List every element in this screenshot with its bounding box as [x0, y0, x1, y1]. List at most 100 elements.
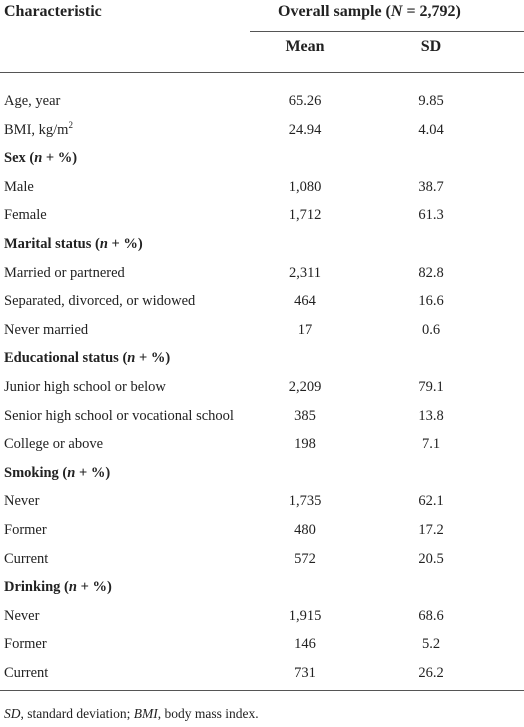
sd-cell: 5.2 — [421, 636, 441, 653]
label-text: Married or partnered — [4, 264, 125, 281]
label-text: Age, year — [4, 93, 61, 109]
row-label: College or above — [4, 435, 103, 453]
section-label: Educational status (n + %) — [4, 349, 170, 367]
sd-cell: 9.85 — [418, 93, 444, 109]
sd-cell: 68.6 — [418, 607, 444, 624]
section-label: Marital status (n + %) — [4, 235, 143, 253]
group-rule — [250, 31, 524, 32]
sd-cell: 38.7 — [418, 178, 444, 195]
column-header: Mean — [285, 38, 325, 55]
text-part: Overall sample ( — [278, 3, 391, 20]
bottom-rule — [0, 690, 524, 691]
mean-cell: 65.26 — [288, 93, 322, 109]
text-part: Smoking ( — [4, 464, 68, 481]
label-text: Male — [4, 178, 34, 195]
sd-cell: 26.2 — [418, 665, 444, 681]
section-label: Drinking (n + %) — [4, 578, 112, 596]
text-part: n — [99, 236, 108, 252]
header-rule — [0, 72, 524, 73]
mean-cell: 1,735 — [288, 493, 322, 510]
label-text: BMI, kg/m — [4, 121, 69, 138]
sd-cell: 62.1 — [418, 493, 444, 510]
sd-cell: 7.1 — [421, 436, 441, 453]
row-label: Former — [4, 521, 47, 539]
label-text: Senior high school or vocational school — [4, 407, 234, 424]
text-part: SD — [4, 706, 21, 721]
sd-cell: 16.6 — [418, 293, 444, 310]
column-header: SD — [420, 38, 442, 55]
mean-cell: 464 — [294, 293, 316, 310]
section-label: Sex (n + %) — [4, 149, 77, 167]
section-label: Smoking (n + %) — [4, 464, 110, 482]
text-part: + %) — [107, 236, 143, 252]
text-part: n — [68, 579, 77, 596]
mean-cell: 17 — [297, 321, 313, 338]
row-label: Current — [4, 664, 48, 682]
mean-cell: 1,080 — [288, 178, 322, 195]
label-text: Current — [4, 550, 49, 567]
footnote: SD, standard deviation; BMI, body mass i… — [4, 705, 259, 723]
mean-cell: 572 — [294, 550, 316, 567]
text-part: , body mass index. — [157, 706, 259, 721]
row-label: Female — [4, 206, 47, 224]
row-label: BMI, kg/m2 — [4, 119, 73, 139]
mean-cell: 1,712 — [288, 207, 322, 224]
text-part: + %) — [76, 579, 112, 596]
mean-cell: 2,209 — [288, 379, 322, 395]
column-header: Characteristic — [4, 3, 102, 20]
label-text: Female — [4, 207, 47, 224]
mean-cell: 2,311 — [288, 264, 322, 281]
row-label: Senior high school or vocational school — [4, 407, 234, 425]
text-part: , standard deviation; — [20, 706, 134, 721]
row-label: Junior high school or below — [4, 378, 166, 396]
text-part: n — [127, 350, 136, 367]
text-part: BMI — [133, 706, 158, 721]
sd-cell: 79.1 — [418, 379, 444, 395]
text-part: n — [67, 464, 76, 481]
sd-cell: 20.5 — [418, 550, 444, 567]
row-label: Age, year — [4, 92, 60, 110]
row-label: Separated, divorced, or widowed — [4, 292, 195, 310]
row-label: Male — [4, 178, 34, 196]
sd-cell: 4.04 — [418, 121, 444, 138]
label-text: Never — [4, 493, 40, 510]
row-label: Never — [4, 607, 39, 625]
text-part: Educational status ( — [4, 350, 128, 367]
sd-cell: 82.8 — [418, 264, 444, 281]
mean-cell: 198 — [294, 436, 316, 453]
text-part: + %) — [42, 150, 78, 167]
text-part: Marital status ( — [4, 236, 100, 252]
sd-cell: 0.6 — [421, 321, 441, 338]
label-text: Former — [4, 636, 47, 653]
mean-cell: 480 — [294, 522, 316, 538]
label-text: College or above — [4, 436, 104, 453]
label-text: Junior high school or below — [4, 379, 166, 395]
text-part: N — [390, 3, 403, 20]
label-text: Never — [4, 607, 40, 624]
sd-cell: 17.2 — [418, 522, 444, 538]
text-part: Sex ( — [4, 150, 35, 167]
mean-cell: 1,915 — [288, 607, 322, 624]
row-label: Never — [4, 492, 39, 510]
mean-cell: 385 — [294, 407, 316, 424]
mean-cell: 24.94 — [288, 121, 322, 138]
superscript: 2 — [68, 119, 73, 130]
sd-cell: 13.8 — [418, 407, 444, 424]
sd-cell: 61.3 — [418, 207, 444, 224]
text-part: n — [34, 150, 43, 167]
group-header: Overall sample (N = 2,792) — [278, 3, 461, 21]
text-part: = 2,792) — [402, 3, 461, 20]
row-label: Never married — [4, 321, 88, 339]
row-label: Current — [4, 550, 48, 568]
mean-cell: 731 — [294, 665, 316, 681]
label-text: Former — [4, 522, 47, 538]
label-text: Current — [4, 665, 49, 681]
label-text: Never married — [4, 321, 89, 338]
row-label: Married or partnered — [4, 264, 125, 282]
mean-cell: 146 — [294, 636, 316, 653]
text-part: + %) — [135, 350, 171, 367]
text-part: Drinking ( — [4, 579, 69, 596]
label-text: Separated, divorced, or widowed — [4, 293, 196, 310]
row-label: Former — [4, 635, 47, 653]
